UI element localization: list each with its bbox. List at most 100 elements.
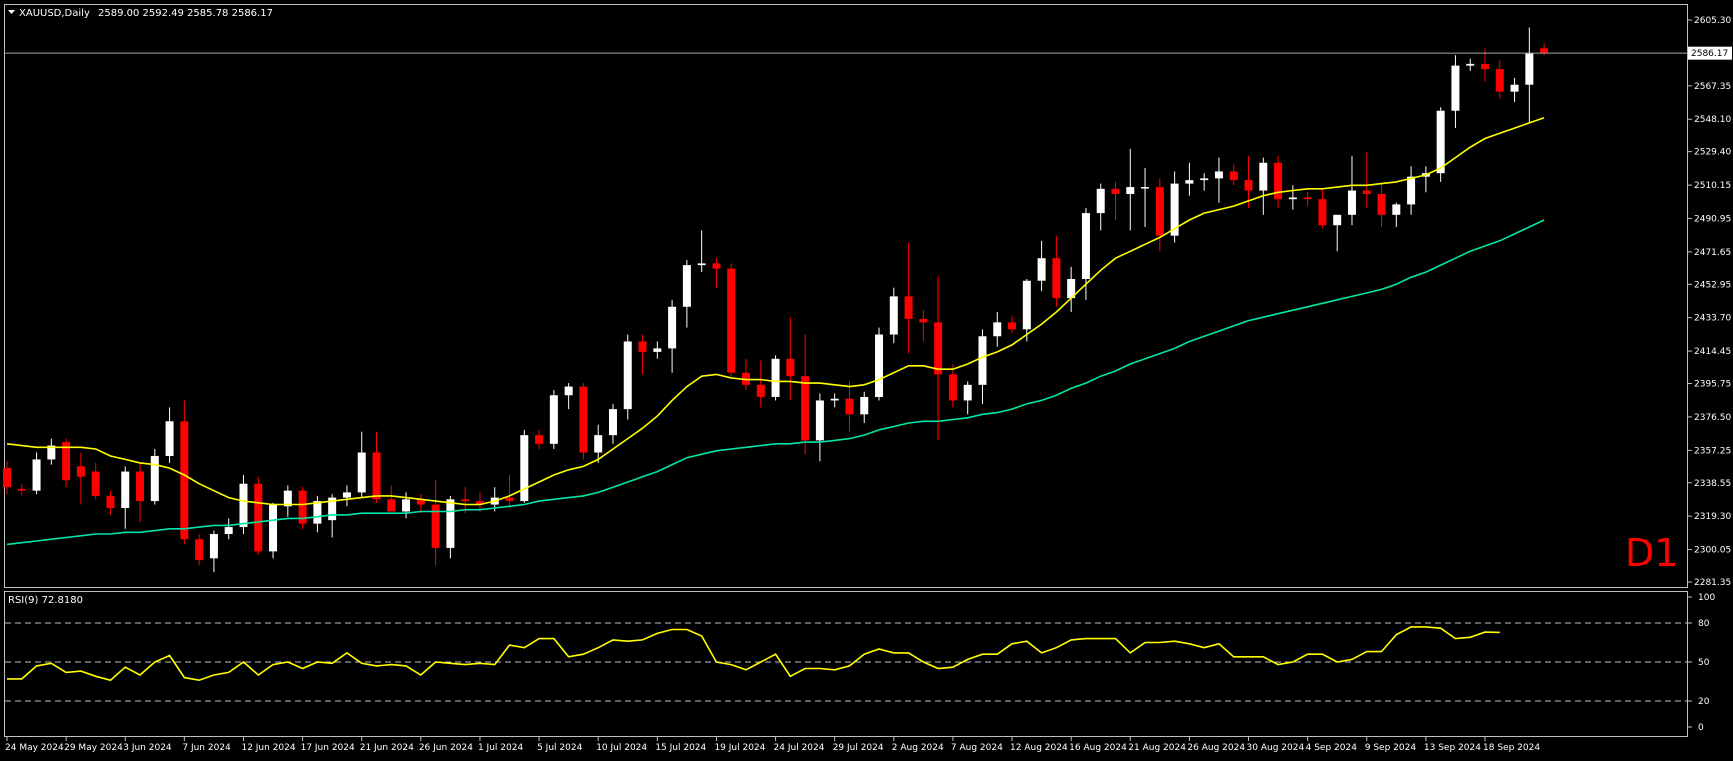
price-panel-frame (4, 4, 1688, 588)
candle-body (461, 499, 470, 502)
candle-body (1481, 63, 1489, 70)
candle-body (209, 534, 218, 559)
candle-body (269, 504, 278, 552)
candle-body (475, 501, 484, 505)
candle-body (1495, 69, 1504, 92)
candle-body (623, 341, 632, 410)
candle-body (1126, 187, 1135, 195)
timeframe-label: D1 (1625, 531, 1678, 575)
rsi-tick-label: 0 (1698, 723, 1704, 733)
candle-body (1008, 322, 1017, 330)
candle-body (165, 421, 174, 456)
date-tick-label: 10 Jul 2024 (596, 743, 647, 753)
candle-body (32, 459, 41, 491)
candle-body (579, 386, 588, 453)
candle-body (1022, 280, 1031, 330)
candle-body (1244, 180, 1253, 191)
candle-body (1052, 258, 1061, 299)
candle-body (136, 471, 145, 502)
price-tick-label: 2605.30 (1694, 16, 1731, 26)
ma-slow-line (6, 219, 1545, 546)
candle-body (283, 490, 292, 507)
price-tick-label: 2300.05 (1694, 546, 1731, 556)
price-tick-label: 2471.65 (1694, 248, 1731, 258)
candle-body (638, 341, 647, 352)
candle-body (742, 372, 750, 385)
candle-body (993, 322, 1002, 337)
date-axis: 24 May 2024 29 May 2024 3 Jun 2024 7 Jun 20… (5, 737, 1540, 753)
candle-body (372, 452, 381, 500)
ma-fast-line (6, 116, 1545, 506)
price-tick-label: 2414.45 (1694, 347, 1731, 357)
rsi-tick-label: 100 (1698, 593, 1715, 603)
price-tick-label: 2395.75 (1694, 380, 1731, 390)
rsi-panel-frame (4, 591, 1688, 737)
rsi-series-line (7, 626, 1500, 682)
candle-body (387, 499, 396, 512)
date-tick-label: 16 Aug 2024 (1069, 743, 1127, 753)
date-tick-label: 24 Jul 2024 (774, 743, 825, 753)
candle-body (653, 348, 662, 352)
current-price-box (1688, 46, 1732, 60)
date-tick-label: 21 Aug 2024 (1128, 743, 1186, 753)
candle-body (17, 488, 26, 491)
candle-body (1155, 187, 1164, 236)
candle-body (830, 398, 839, 401)
rsi-tick-label: 20 (1698, 697, 1710, 707)
candle-body (978, 336, 987, 385)
candle-body (815, 400, 824, 441)
candle-body (948, 374, 957, 401)
candle-body (889, 296, 898, 335)
candle-body (402, 499, 411, 512)
date-tick-label: 3 Jun 2024 (123, 743, 172, 753)
candle-body (121, 471, 130, 509)
candle-body (564, 386, 573, 396)
candle-body (549, 395, 558, 444)
candle-body (608, 409, 617, 436)
candle-body (963, 384, 972, 401)
date-tick-label: 9 Sep 2024 (1365, 743, 1417, 753)
candle-body (801, 376, 810, 441)
candle-body (1259, 162, 1268, 191)
candle-body (535, 435, 544, 444)
candle-body (431, 504, 440, 548)
date-tick-label: 15 Jul 2024 (655, 743, 706, 753)
candle-body (771, 358, 780, 397)
candle-body (520, 435, 529, 502)
rsi-label: RSI(9) 72.8180 (8, 595, 83, 606)
candle-body (786, 358, 795, 377)
candle-body (254, 483, 263, 552)
date-tick-label: 13 Sep 2024 (1424, 743, 1481, 753)
price-tick-label: 2490.95 (1694, 214, 1731, 224)
date-tick-label: 26 Jun 2024 (419, 743, 473, 753)
candle-body (875, 334, 884, 397)
date-tick-label: 29 Jul 2024 (833, 743, 884, 753)
candle-body (904, 296, 913, 319)
candle-body (416, 499, 425, 505)
candle-body (1347, 190, 1356, 215)
symbol-menu-triangle-icon[interactable] (8, 10, 15, 14)
candle-body (1318, 199, 1327, 226)
candle-body (1288, 197, 1297, 200)
price-tick-label: 2433.70 (1694, 314, 1731, 324)
candle-body (1303, 197, 1312, 200)
date-tick-label: 24 May 2024 (5, 743, 64, 753)
price-tick-label: 2376.50 (1694, 413, 1731, 423)
candle-body (76, 466, 85, 477)
rsi-tick-label: 80 (1698, 619, 1710, 629)
date-tick-label: 18 Sep 2024 (1483, 743, 1540, 753)
candle-body (1200, 178, 1209, 181)
rsi-tick-label: 50 (1698, 658, 1710, 668)
candle-body (62, 442, 71, 481)
candlesticks (3, 27, 1549, 573)
candle-body (328, 497, 337, 521)
candle-body (106, 495, 115, 509)
candle-body (668, 306, 677, 349)
date-tick-label: 26 Aug 2024 (1187, 743, 1245, 753)
date-tick-label: 4 Sep 2024 (1306, 743, 1358, 753)
candle-body (1170, 183, 1179, 236)
candle-body (1540, 48, 1549, 54)
